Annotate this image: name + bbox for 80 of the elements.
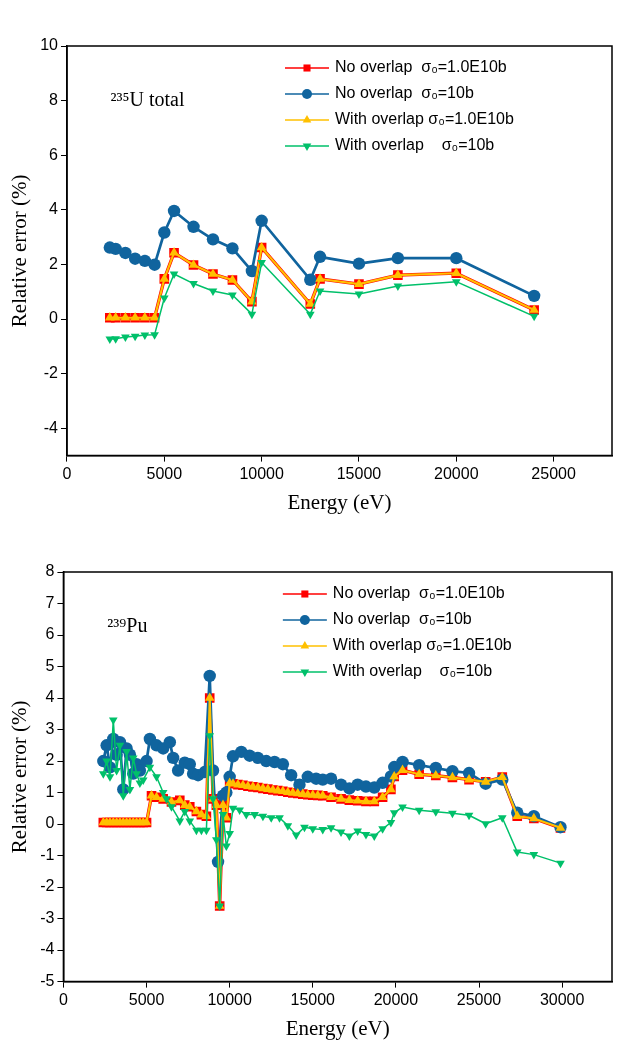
- point: [206, 233, 220, 246]
- y-tick-label: 6: [45, 625, 55, 643]
- x-tick-label: 10000: [207, 990, 252, 1008]
- legend-label: With overlap σ₀=1.0E10b: [335, 110, 514, 128]
- y-tick-label: -4: [43, 418, 59, 436]
- x-tick-label: 15000: [336, 464, 382, 482]
- point: [148, 258, 161, 271]
- x-tick-label: 5000: [128, 990, 165, 1008]
- point: [138, 254, 152, 268]
- x-axis-title: Energy (eV): [287, 489, 392, 514]
- y-tick-label: -5: [40, 972, 55, 990]
- point: [255, 214, 268, 227]
- point: [257, 260, 266, 268]
- x-tick-label: 25000: [531, 464, 576, 482]
- y-tick-label: 4: [45, 688, 55, 706]
- y-tick-label: 0: [45, 814, 55, 832]
- x-tick-label: 10000: [239, 464, 284, 482]
- x-tick-label: 20000: [434, 464, 479, 482]
- point: [189, 281, 198, 289]
- y-tick-label: 2: [49, 254, 59, 272]
- legend-label: With overlap σ₀=1.0E10b: [332, 636, 512, 654]
- x-tick-label: 0: [62, 464, 72, 482]
- x-tick-label: 20000: [373, 990, 419, 1008]
- point: [111, 336, 120, 344]
- point: [245, 264, 259, 278]
- point: [226, 242, 239, 255]
- x-tick-label: 30000: [539, 990, 585, 1008]
- y-tick-label: 0: [49, 309, 59, 327]
- y-axis-title: Relative error (%): [7, 174, 32, 328]
- y-tick-label: -2: [43, 364, 59, 382]
- y-tick-label: 5: [45, 656, 55, 674]
- y-tick-label: 3: [45, 719, 55, 737]
- point: [451, 279, 461, 287]
- point: [167, 204, 181, 218]
- point: [354, 291, 364, 299]
- point: [527, 289, 541, 303]
- y-tick-label: 10: [40, 36, 59, 54]
- y-tick-label: -3: [40, 908, 55, 926]
- x-tick-label: 25000: [456, 990, 502, 1008]
- point: [315, 288, 325, 296]
- point: [450, 251, 463, 265]
- point: [391, 251, 405, 265]
- legend-label: With overlap σ₀=10b: [335, 136, 495, 154]
- point: [529, 313, 539, 322]
- y-axis-title: Relative error (%): [7, 700, 32, 854]
- legend-label: No overlap σ₀=1.0E10b: [335, 58, 507, 76]
- point: [119, 246, 132, 260]
- legend-label: No overlap σ₀=10b: [332, 610, 472, 628]
- point: [159, 295, 169, 304]
- y-tick-label: 4: [49, 200, 59, 218]
- point: [150, 332, 159, 340]
- y-tick-label: -4: [40, 940, 55, 958]
- legend-label: With overlap σ₀=10b: [332, 662, 493, 680]
- x-tick-label: 15000: [290, 990, 336, 1008]
- y-tick-label: 7: [45, 593, 55, 611]
- y-tick-label: 1: [45, 782, 55, 800]
- point: [304, 273, 317, 286]
- point: [158, 226, 171, 239]
- y-tick-label: -2: [40, 877, 55, 895]
- point: [187, 220, 200, 233]
- point: [305, 311, 315, 320]
- y-tick-label: 2: [45, 751, 55, 769]
- legend-label: No overlap σ₀=1.0E10b: [332, 584, 505, 602]
- point: [140, 332, 150, 340]
- y-tick-label: 8: [45, 562, 55, 580]
- x-axis-title: Energy (eV): [285, 1015, 390, 1040]
- annotation: ²³⁹Pu: [107, 614, 148, 637]
- point: [208, 288, 218, 296]
- point: [247, 311, 257, 320]
- point: [352, 257, 366, 270]
- point: [130, 333, 140, 342]
- legend-label: No overlap σ₀=10b: [335, 84, 474, 102]
- point: [109, 242, 122, 256]
- y-tick-label: 8: [49, 91, 59, 109]
- point: [121, 334, 130, 343]
- annotation: ²³⁵U total: [110, 88, 185, 111]
- point: [313, 250, 327, 264]
- y-tick-label: 6: [49, 145, 59, 163]
- y-tick-label: -1: [40, 845, 55, 863]
- x-tick-label: 5000: [146, 464, 183, 482]
